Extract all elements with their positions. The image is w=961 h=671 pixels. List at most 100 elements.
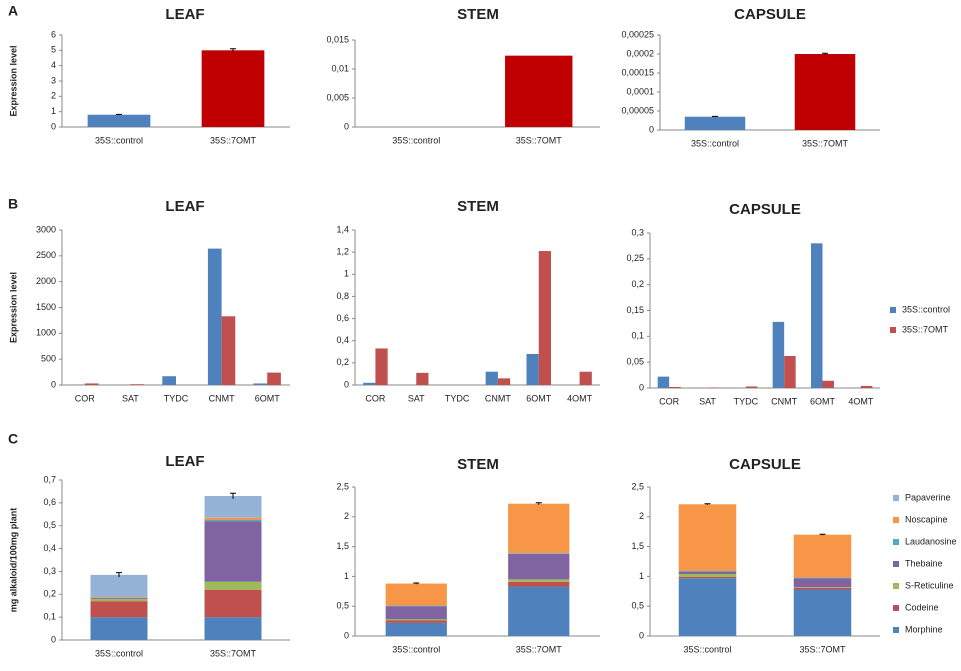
y-tick-label: 0 bbox=[344, 630, 349, 640]
legend-label: S-Reticuline bbox=[905, 580, 954, 590]
y-tick-label: 0 bbox=[51, 379, 56, 389]
bar-segment bbox=[385, 606, 447, 620]
legend-label: Laudanosine bbox=[905, 536, 957, 546]
y-axis-label: Expression level bbox=[8, 45, 18, 116]
bar bbox=[221, 316, 236, 385]
bar-segment bbox=[793, 578, 852, 588]
bar bbox=[485, 371, 498, 385]
bar-segment bbox=[508, 579, 570, 582]
y-tick-label: 0,4 bbox=[43, 543, 56, 553]
y-tick-label: 0,2 bbox=[336, 357, 349, 367]
y-tick-label: 2 bbox=[51, 91, 56, 101]
x-tick-label: 35S::7OMT bbox=[516, 135, 563, 145]
bar-segment bbox=[204, 517, 262, 520]
y-tick-label: 0,4 bbox=[336, 335, 349, 345]
legend-swatch bbox=[893, 627, 899, 633]
legend-swatch bbox=[893, 605, 899, 611]
y-tick-label: 0,05 bbox=[626, 357, 644, 367]
chart-title: LEAF bbox=[165, 453, 204, 470]
chart-title: LEAF bbox=[165, 198, 204, 215]
y-axis-label: mg alkaloid/100mg plant bbox=[8, 508, 18, 613]
error-bar bbox=[704, 503, 711, 505]
y-tick-label: 2500 bbox=[36, 250, 56, 260]
y-tick-label: 0,3 bbox=[43, 566, 56, 576]
bar-segment bbox=[678, 571, 737, 572]
y-tick-label: 0 bbox=[639, 382, 644, 392]
bar-segment bbox=[793, 587, 852, 588]
bar bbox=[253, 383, 268, 385]
x-tick-label: 35S::7OMT bbox=[799, 644, 846, 654]
y-tick-label: 2000 bbox=[36, 276, 56, 286]
x-tick-label: 35S::7OMT bbox=[210, 648, 257, 658]
y-tick-label: 0,00005 bbox=[621, 105, 654, 115]
legend-label: Noscapine bbox=[905, 514, 948, 524]
y-tick-label: 1000 bbox=[36, 328, 56, 338]
bar-segment bbox=[90, 601, 148, 618]
y-tick-label: 1,2 bbox=[336, 247, 349, 257]
bar-segment bbox=[204, 496, 262, 518]
bar bbox=[860, 385, 873, 388]
bar-segment bbox=[793, 587, 852, 590]
legend-label: 35S::7OMT bbox=[902, 324, 949, 334]
bar bbox=[207, 248, 222, 385]
x-tick-label: 35S::control bbox=[95, 135, 143, 145]
y-tick-label: 0,15 bbox=[626, 305, 644, 315]
bar-segment bbox=[508, 503, 570, 554]
x-tick-label: SAT bbox=[408, 393, 425, 403]
bar-segment bbox=[204, 520, 262, 522]
y-tick-label: 3 bbox=[51, 75, 56, 85]
bar bbox=[794, 54, 856, 130]
error-bar bbox=[230, 492, 236, 499]
bar bbox=[579, 371, 592, 385]
bar bbox=[745, 386, 758, 388]
y-tick-label: 0,00015 bbox=[621, 67, 654, 77]
y-tick-label: 1,5 bbox=[336, 541, 349, 551]
chart-title: CAPSULE bbox=[734, 6, 806, 23]
panel-letter: A bbox=[8, 3, 18, 19]
y-tick-label: 0 bbox=[51, 121, 56, 131]
chart-title: CAPSULE bbox=[729, 456, 801, 473]
x-tick-label: TYDC bbox=[734, 396, 759, 406]
bar-segment bbox=[204, 521, 262, 582]
legend-label: Morphine bbox=[905, 624, 943, 634]
legend-label: Codeine bbox=[905, 602, 939, 612]
y-tick-label: 0,1 bbox=[631, 331, 644, 341]
x-tick-label: 35S::control bbox=[392, 644, 440, 654]
y-tick-label: 1,5 bbox=[631, 541, 644, 551]
legend-label: Papaverine bbox=[905, 492, 951, 502]
x-tick-label: 35S::control bbox=[691, 138, 739, 148]
x-tick-label: 35S::7OMT bbox=[210, 135, 257, 145]
legend-label: 35S::control bbox=[902, 304, 950, 314]
bar-segment bbox=[204, 617, 262, 640]
x-tick-label: 35S::7OMT bbox=[802, 138, 849, 148]
x-tick-label: 6OMT bbox=[255, 393, 281, 403]
y-tick-label: 1 bbox=[639, 571, 644, 581]
y-tick-label: 2 bbox=[344, 511, 349, 521]
error-bar bbox=[535, 502, 542, 505]
y-tick-label: 0,0002 bbox=[626, 48, 654, 58]
error-bar bbox=[822, 52, 828, 55]
bar bbox=[416, 372, 429, 385]
bar-segment bbox=[678, 574, 737, 577]
bar bbox=[375, 348, 388, 385]
x-tick-label: TYDC bbox=[445, 393, 470, 403]
y-tick-label: 500 bbox=[41, 354, 56, 364]
bar-segment bbox=[90, 617, 148, 640]
bar-segment bbox=[90, 597, 148, 599]
error-bar bbox=[116, 572, 122, 578]
y-tick-label: 2,5 bbox=[336, 481, 349, 491]
y-tick-label: 1 bbox=[51, 106, 56, 116]
x-tick-label: SAT bbox=[122, 393, 139, 403]
bar-segment bbox=[678, 504, 737, 572]
error-bar bbox=[712, 115, 718, 118]
y-tick-label: 0,1 bbox=[43, 612, 56, 622]
y-tick-label: 1,4 bbox=[336, 224, 349, 234]
y-tick-label: 0,00025 bbox=[621, 29, 654, 39]
error-bar bbox=[413, 582, 420, 585]
bar bbox=[363, 382, 376, 385]
bar-segment bbox=[793, 534, 852, 578]
x-tick-label: 35S::control bbox=[392, 135, 440, 145]
y-tick-label: 0 bbox=[51, 634, 56, 644]
chart-title: CAPSULE bbox=[729, 201, 801, 218]
y-axis-label: Expression level bbox=[8, 272, 18, 343]
